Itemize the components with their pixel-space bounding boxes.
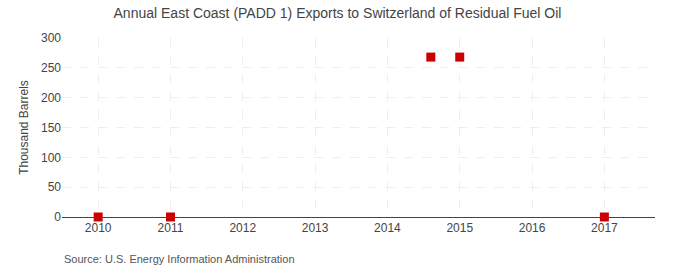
svg-text:2016: 2016 xyxy=(519,221,546,235)
svg-text:Thousand Barrels: Thousand Barrels xyxy=(17,80,31,175)
svg-text:2013: 2013 xyxy=(302,221,329,235)
svg-text:250: 250 xyxy=(41,61,61,75)
svg-text:2017: 2017 xyxy=(591,221,618,235)
svg-text:2011: 2011 xyxy=(158,221,184,235)
svg-text:Source: U.S. Energy Informatio: Source: U.S. Energy Information Administ… xyxy=(64,253,295,265)
svg-text:2015: 2015 xyxy=(446,221,473,235)
svg-text:200: 200 xyxy=(41,91,61,105)
svg-text:100: 100 xyxy=(41,151,61,165)
svg-text:150: 150 xyxy=(41,121,61,135)
svg-text:0: 0 xyxy=(54,210,61,224)
svg-text:50: 50 xyxy=(48,180,62,194)
svg-text:2010: 2010 xyxy=(85,221,112,235)
svg-text:2014: 2014 xyxy=(374,221,401,235)
svg-text:300: 300 xyxy=(41,31,61,45)
svg-text:2012: 2012 xyxy=(229,221,256,235)
svg-text:Annual East Coast (PADD 1) Exp: Annual East Coast (PADD 1) Exports to Sw… xyxy=(114,5,562,21)
